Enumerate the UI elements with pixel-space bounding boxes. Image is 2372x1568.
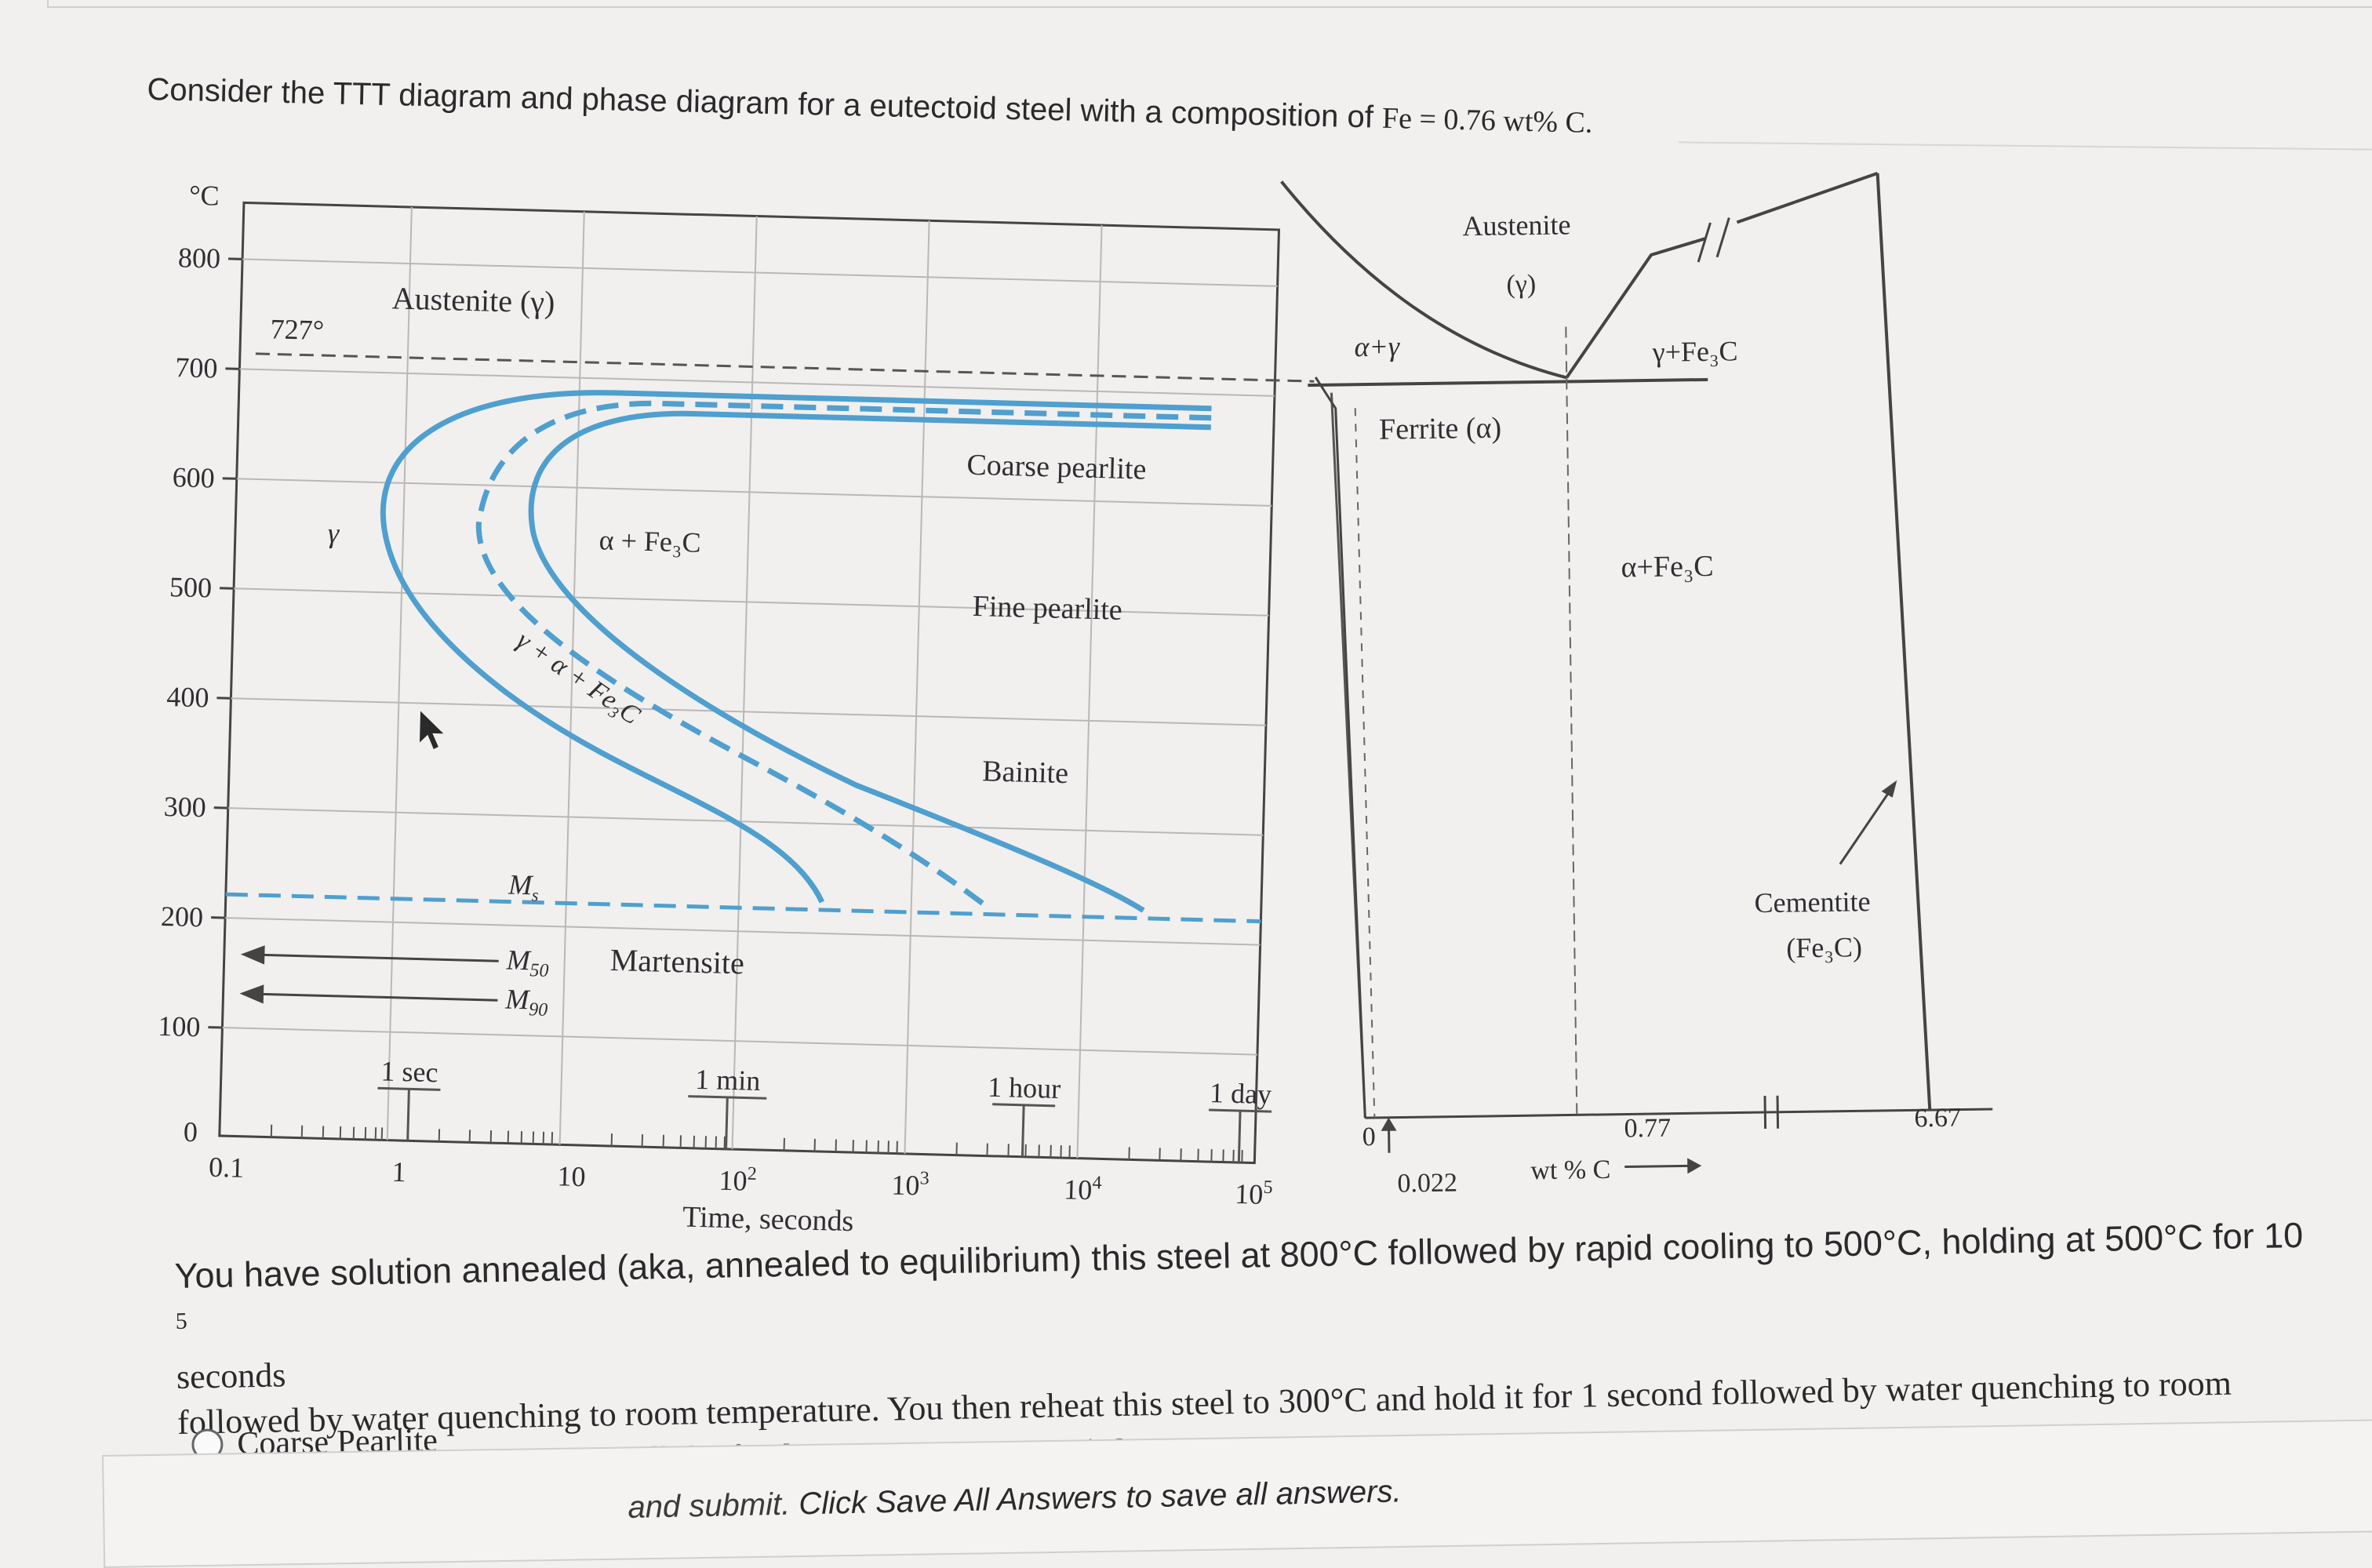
cementite-line [1878,173,1930,1111]
y-tick-labels: 800 700 600 500 400 300 200 100 0 [155,242,220,1148]
gamma-fe3c-label: γ+Fe₃C [1651,335,1737,368]
gamma-label: γ [327,517,340,548]
x-077-label: 0.77 [1624,1114,1671,1144]
y-tick-700: 700 [175,351,218,384]
label-1-hour: 1 hour [988,1071,1061,1104]
x-667-label: 6.67 [1914,1104,1961,1133]
y-tick-800: 800 [178,242,221,274]
ferrite-label: Ferrite (α) [1379,412,1502,446]
ttt-grid [220,202,1279,1162]
y-tick-0: 0 [183,1116,198,1148]
phase-alpha-fe3c-label: α+Fe₃C [1621,550,1714,584]
phase-x-axis-label: wt % C [1530,1155,1611,1185]
label-1-min: 1 min [695,1064,761,1097]
phase-austenite-label: Austenite [1462,209,1571,242]
temp-unit-label: °C [189,180,220,212]
composition-0022-line [1355,408,1375,1118]
x-minor-ticks [271,1125,1242,1162]
y-tick-300: 300 [163,791,206,823]
composition-077-line [1566,326,1577,1115]
x-tick-1e3: 103 [891,1167,930,1201]
m90-label: M90 [504,983,548,1020]
y-tick-200: 200 [161,900,204,933]
eutectoid-horizontal [1308,380,1708,385]
eutectoid-line [256,354,1315,381]
m50-label: M50 [505,944,549,980]
coarse-pearlite-label: Coarse pearlite [966,449,1147,486]
ttt-frame [220,202,1279,1162]
x-tick-1: 1 [391,1156,406,1188]
martensite-label: Martensite [609,942,744,980]
eutectoid-label: 727° [270,313,324,346]
x-tick-0.1: 0.1 [209,1151,245,1184]
time-marker-labels: 1 sec 1 min 1 hour 1 day [380,1055,1272,1110]
x-tick-1e2: 102 [719,1163,757,1197]
label-1-sec: 1 sec [380,1055,438,1088]
y-tick-600: 600 [172,461,215,493]
x-tick-1e5: 105 [1235,1177,1273,1210]
phase-austenite-symbol: (γ) [1506,270,1536,300]
x-tick-10: 10 [557,1160,586,1192]
cementite-arrow [1839,785,1894,864]
cementite-label: Cementite [1754,886,1871,919]
acm-boundary-upper [1737,173,1879,223]
x-0022-label: 0.022 [1397,1169,1457,1199]
ttt-diagram: °C 800 700 600 500 400 300 200 100 0 0.1… [153,179,1319,1250]
cementite-formula-label: (Fe₃C) [1786,931,1862,963]
alpha-gamma-label: α+γ [1354,330,1400,362]
y-tick-400: 400 [166,681,209,713]
bainite-label: Bainite [982,755,1069,790]
phase-x-axis [1365,1109,1992,1118]
alpha-fe3c-label: α + Fe₃C [598,524,701,558]
austenite-label: Austenite (γ) [391,280,555,319]
y-tick-500: 500 [169,571,213,603]
mouse-cursor-icon [420,711,444,750]
m-arrows [242,947,499,1008]
fine-pearlite-label: Fine pearlite [972,590,1122,627]
x-axis-label: Time, seconds [682,1200,854,1238]
x-tick-1e4: 104 [1064,1172,1102,1206]
phase-diagram: Austenite (γ) α+γ γ+Fe₃C Ferrite (α) α+F… [1282,172,1994,1199]
x-zero-label: 0 [1362,1122,1376,1151]
y-tick-100: 100 [158,1010,201,1042]
gamma-alpha-fe3c-label: γ + α + Fe₃C [511,626,646,730]
label-1-day: 1 day [1210,1077,1272,1110]
ms-label: Ms [508,869,540,905]
ms-line [226,894,1261,922]
